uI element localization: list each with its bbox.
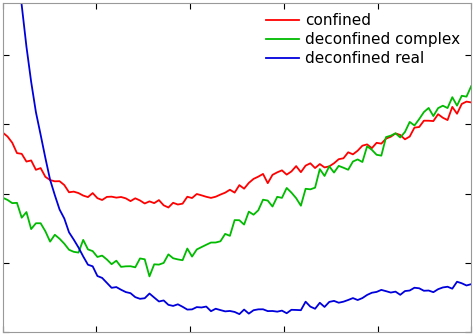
confined [449,105,455,109]
deconfined real [237,312,242,316]
deconfined complex [0,196,6,200]
deconfined complex [435,106,441,110]
deconfined complex [284,186,290,190]
deconfined real [284,311,290,315]
deconfined complex [246,210,252,214]
confined [284,173,290,177]
confined [90,191,96,195]
confined [435,112,441,116]
deconfined real [435,287,441,291]
deconfined complex [90,249,96,253]
Line: deconfined real: deconfined real [3,0,471,314]
confined [165,205,171,209]
deconfined complex [109,262,114,266]
confined [0,131,6,135]
deconfined complex [449,95,455,99]
Line: deconfined complex: deconfined complex [3,86,471,276]
deconfined real [468,282,474,286]
Legend: confined, deconfined complex, deconfined real: confined, deconfined complex, deconfined… [260,7,466,72]
deconfined complex [468,84,474,88]
Line: confined: confined [3,102,471,207]
confined [464,99,469,104]
deconfined real [90,264,96,268]
deconfined real [246,312,252,316]
confined [246,181,252,185]
confined [468,100,474,105]
deconfined real [109,286,114,290]
deconfined real [449,287,455,291]
deconfined complex [146,274,152,278]
confined [109,195,114,199]
